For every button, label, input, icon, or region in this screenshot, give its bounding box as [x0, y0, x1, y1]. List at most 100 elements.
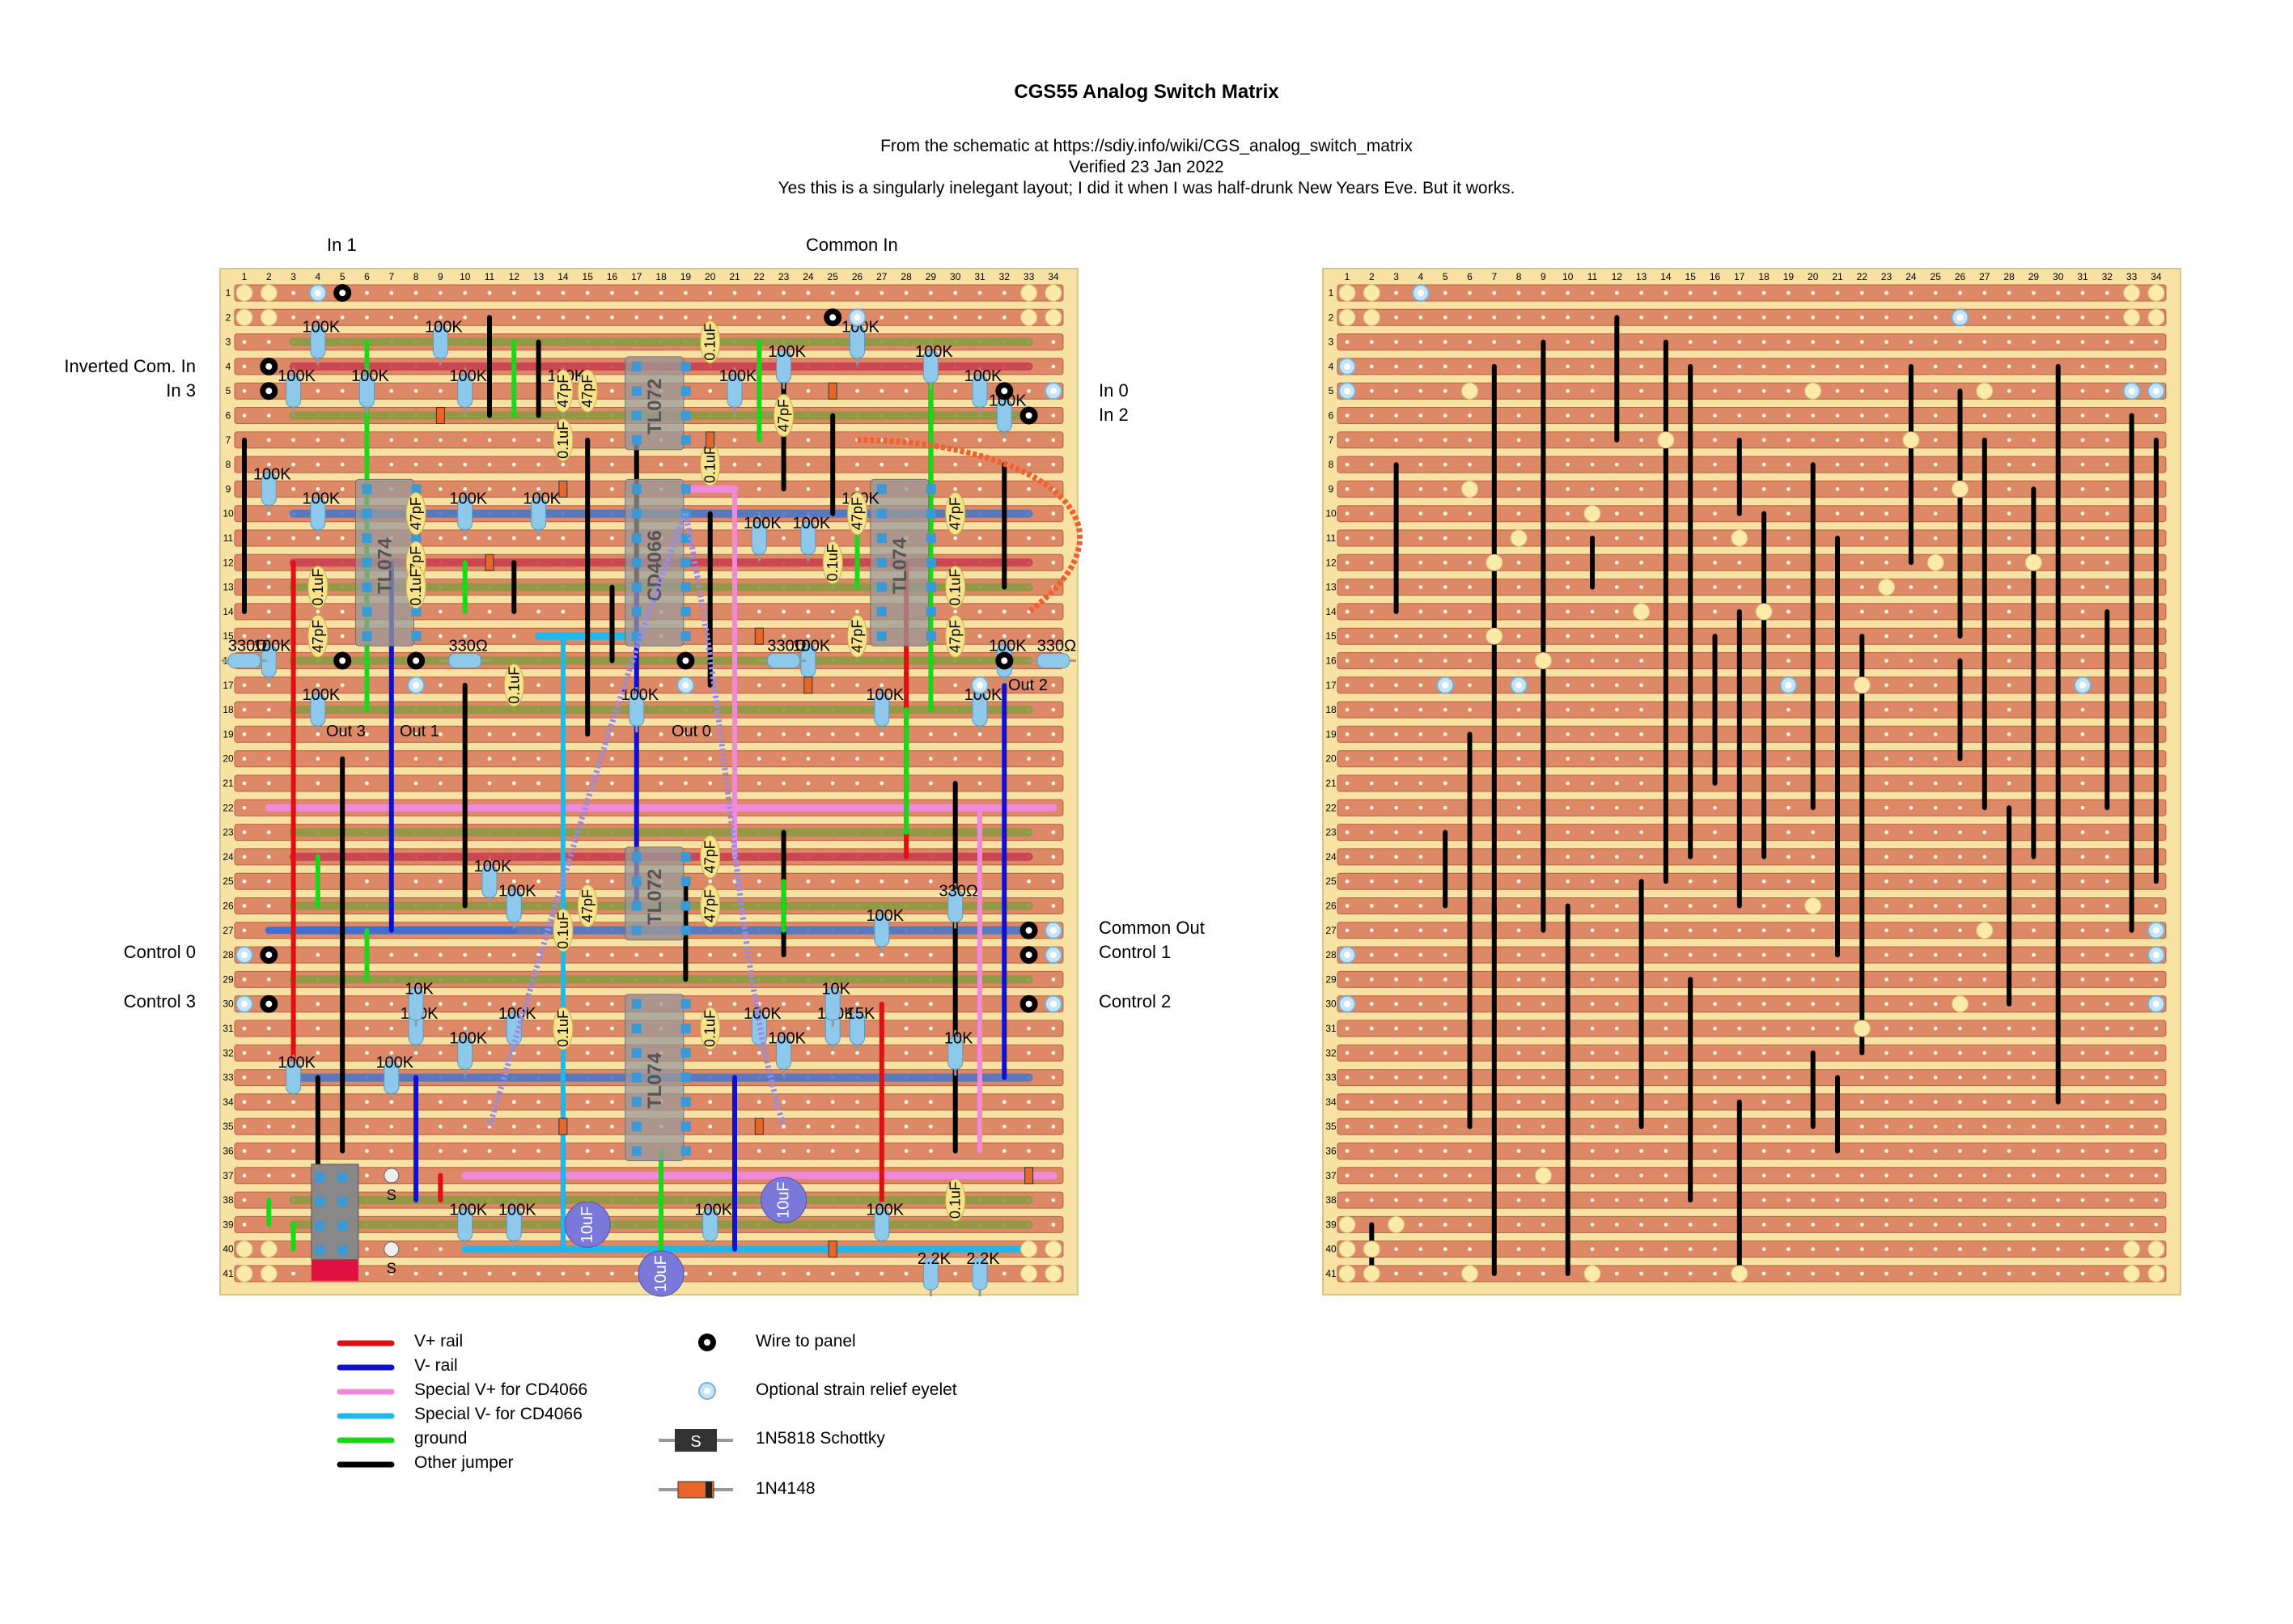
capacitor-value: 10uF [652, 1255, 670, 1292]
strip-hole [879, 879, 884, 884]
legend-wire-to-panel-label: Wire to panel [756, 1332, 856, 1351]
strip-hole [389, 462, 394, 467]
strip-hole [1590, 1050, 1595, 1055]
strip-hole [1884, 1002, 1889, 1007]
strip-hole [659, 732, 663, 736]
strip-hole [1933, 659, 1938, 663]
strip-hole [1982, 1100, 1987, 1105]
strip-hole [659, 290, 663, 295]
strip-hole [659, 952, 663, 957]
strip-hole [365, 757, 369, 761]
strip-hole [879, 462, 884, 467]
resistor-value: 100K [719, 367, 757, 385]
strip-hole [1811, 1198, 1816, 1202]
row-number: 29 [1325, 973, 1337, 985]
strip-hole [1418, 1149, 1423, 1153]
strip-hole [536, 732, 540, 736]
strip-hole [1443, 290, 1447, 295]
strip-hole [1027, 438, 1031, 443]
strip-hole [1884, 1149, 1889, 1153]
strip-hole [1418, 1223, 1423, 1227]
column-number: 17 [631, 271, 642, 282]
strip-hole [242, 683, 247, 688]
strip-hole [1369, 757, 1374, 761]
copper-strip [234, 725, 1064, 743]
resistor-value: 100K [744, 515, 782, 532]
strip-hole [757, 757, 761, 761]
strip-hole [266, 511, 271, 516]
strip-hole [1614, 830, 1619, 834]
strip-hole [855, 1124, 859, 1129]
strip-hole [1859, 1247, 1864, 1252]
capacitor-value: 10uF [579, 1206, 596, 1244]
strip-hole [1418, 659, 1423, 663]
strip-hole [1443, 1247, 1447, 1252]
strip-hole [1811, 1002, 1816, 1007]
strip-hole [1787, 340, 1791, 344]
strip-hole [2032, 1198, 2036, 1202]
strip-hole [1958, 1173, 1962, 1178]
strip-hole [2056, 290, 2061, 295]
strip-hole [1369, 977, 1374, 982]
strip-hole [1492, 290, 1497, 295]
ic-pin [631, 999, 642, 1009]
strip-hole [1909, 977, 1914, 982]
strip-hole [830, 683, 835, 688]
strip-hole [1884, 560, 1889, 565]
strip-hole [879, 757, 884, 761]
strip-hole [1516, 1124, 1521, 1129]
strip-hole [1541, 1247, 1545, 1252]
solder-pad [2123, 1240, 2141, 1258]
strip-hole [1614, 1223, 1619, 1227]
strip-hole [463, 1002, 468, 1007]
strip-hole [855, 462, 859, 467]
strip-hole [830, 732, 835, 736]
strip-hole [1811, 854, 1816, 859]
strip-hole [1369, 805, 1374, 810]
strip-hole [413, 732, 418, 736]
strip-hole [757, 1100, 761, 1105]
capacitor-value: 0.1uF [947, 569, 964, 606]
ic-label: TL072 [644, 869, 666, 925]
strip-hole [439, 1026, 443, 1031]
solder-pad [1902, 431, 1920, 449]
strip-hole [316, 1050, 320, 1055]
ic-pin [680, 533, 691, 543]
strip-hole [2056, 315, 2061, 320]
strip-hole [389, 1124, 394, 1129]
strip-hole [1835, 511, 1840, 516]
strip-hole [1614, 487, 1619, 491]
strip-hole [855, 290, 859, 295]
resistor [359, 374, 375, 408]
strip-hole [1394, 732, 1398, 736]
strip-hole [536, 315, 540, 320]
strip-hole [1418, 683, 1423, 688]
strip-hole [1933, 952, 1938, 957]
strip-hole [316, 683, 320, 688]
column-number: 21 [1832, 271, 1843, 282]
strip-hole [1418, 462, 1423, 467]
strip-hole [1369, 487, 1374, 491]
row-number: 28 [1325, 949, 1337, 960]
strip-hole [1713, 977, 1717, 982]
solder-pad [2123, 308, 2141, 326]
strip-hole [1811, 1247, 1816, 1252]
copper-strip [1337, 1093, 2167, 1111]
strip-hole [1590, 1149, 1595, 1153]
strip-hole [1418, 438, 1423, 443]
strip-hole [1566, 511, 1570, 516]
strip-hole [1418, 609, 1423, 614]
strip-hole [1982, 830, 1987, 834]
header-pin [314, 1220, 324, 1231]
strip-hole [1958, 1198, 1962, 1202]
strip-hole [316, 462, 320, 467]
strip-hole [1468, 1223, 1472, 1227]
strip-hole [1884, 1050, 1889, 1055]
strip-hole [511, 1100, 516, 1105]
strip-hole [2007, 1124, 2011, 1129]
strip-hole [732, 952, 737, 957]
strip-hole [1713, 805, 1717, 810]
strip-hole [266, 1124, 271, 1129]
row-number: 11 [1326, 532, 1337, 544]
strip-hole [1614, 1173, 1619, 1178]
